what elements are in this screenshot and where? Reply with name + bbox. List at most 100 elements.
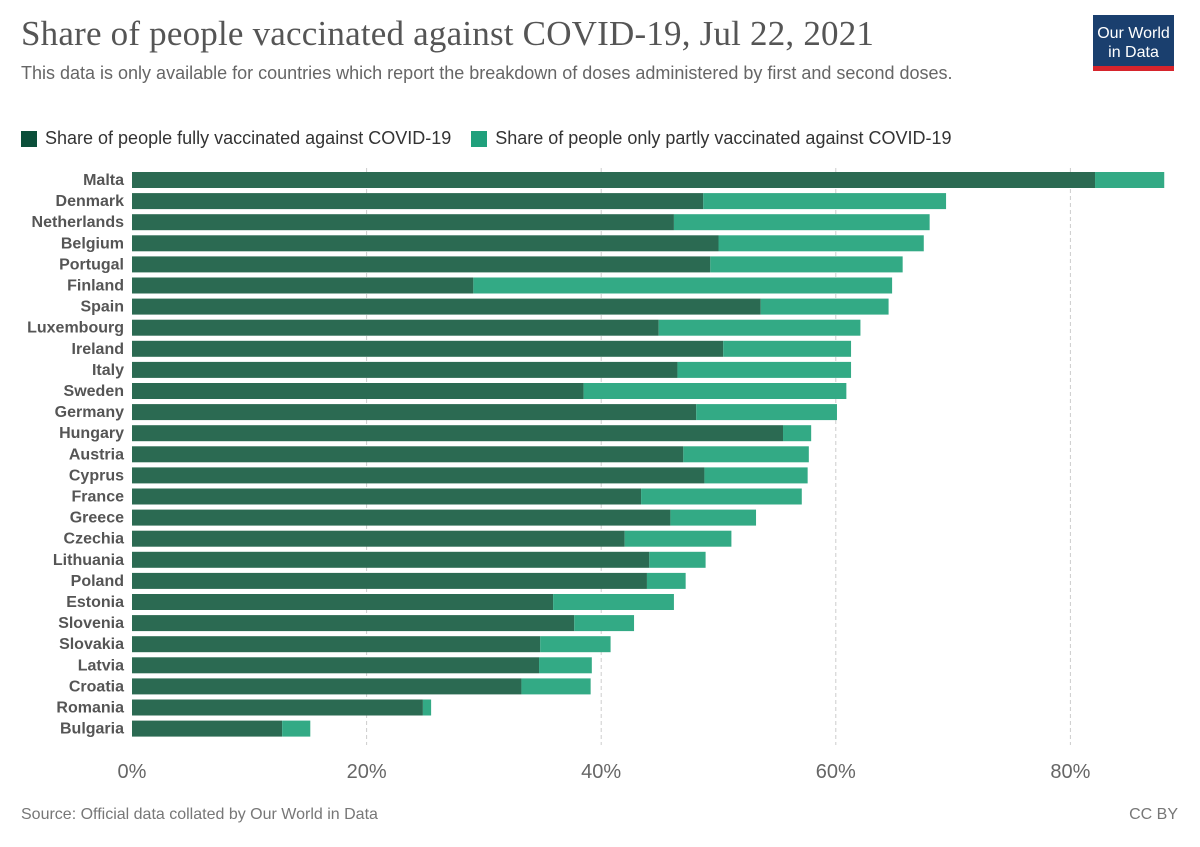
source-note: Source: Official data collated by Our Wo… <box>21 806 378 823</box>
bar-partly-croatia[interactable] <box>521 678 591 695</box>
bar-fully-romania[interactable] <box>132 699 423 716</box>
bar-fully-ireland[interactable] <box>132 340 724 357</box>
category-label-croatia: Croatia <box>69 678 124 695</box>
category-labels: Malta Denmark Netherlands Belgium Portugal Fi… <box>27 172 124 738</box>
bar-fully-czechia[interactable] <box>132 530 625 547</box>
chart-legend: Share of people fully vaccinated against… <box>21 128 972 149</box>
category-label-denmark: Denmark <box>56 193 125 210</box>
bar-fully-slovakia[interactable] <box>132 636 541 653</box>
bar-fully-lithuania[interactable] <box>132 551 650 568</box>
bar-fully-slovenia[interactable] <box>132 615 575 632</box>
legend-item-fully[interactable]: Share of people fully vaccinated against… <box>21 128 451 149</box>
x-tick-20: 20% <box>347 761 387 783</box>
bar-fully-austria[interactable] <box>132 446 684 463</box>
category-label-sweden: Sweden <box>64 383 124 400</box>
category-label-netherlands: Netherlands <box>32 214 125 231</box>
bars <box>132 172 1165 737</box>
legend-item-partly[interactable]: Share of people only partly vaccinated a… <box>471 128 952 149</box>
legend-label-partly: Share of people only partly vaccinated a… <box>495 128 952 148</box>
category-label-italy: Italy <box>92 362 124 379</box>
bar-partly-slovenia[interactable] <box>574 615 635 632</box>
bar-fully-spain[interactable] <box>132 298 761 315</box>
bar-fully-hungary[interactable] <box>132 425 784 442</box>
bar-partly-luxembourg[interactable] <box>658 319 861 336</box>
bar-fully-poland[interactable] <box>132 572 647 589</box>
bar-partly-romania[interactable] <box>422 699 432 716</box>
category-label-latvia: Latvia <box>78 657 124 674</box>
bar-partly-estonia[interactable] <box>553 594 674 610</box>
bar-partly-denmark[interactable] <box>703 193 947 210</box>
bar-fully-luxembourg[interactable] <box>132 319 659 336</box>
bar-partly-slovakia[interactable] <box>540 636 611 653</box>
bar-partly-spain[interactable] <box>760 298 889 315</box>
category-label-luxembourg: Luxembourg <box>27 320 124 337</box>
bar-partly-lithuania[interactable] <box>649 551 706 568</box>
x-tick-0: 0% <box>118 761 147 783</box>
bar-fully-cyprus[interactable] <box>132 467 705 484</box>
bar-fully-netherlands[interactable] <box>132 214 674 231</box>
bar-fully-portugal[interactable] <box>132 256 711 273</box>
bar-partly-italy[interactable] <box>677 361 852 378</box>
bar-partly-ireland[interactable] <box>723 340 852 357</box>
category-label-czechia: Czechia <box>64 531 125 548</box>
bar-partly-germany[interactable] <box>696 404 837 421</box>
category-label-belgium: Belgium <box>61 235 124 252</box>
legend-swatch-fully <box>21 130 37 147</box>
category-label-france: France <box>72 489 125 506</box>
bar-fully-croatia[interactable] <box>132 678 522 695</box>
bar-partly-poland[interactable] <box>646 572 686 589</box>
bar-partly-sweden[interactable] <box>583 383 847 399</box>
bar-fully-denmark[interactable] <box>132 193 704 210</box>
category-label-poland: Poland <box>71 573 124 590</box>
x-axis-ticks: 0% 20% 40% 60% 80% <box>118 761 1091 783</box>
category-label-bulgaria: Bulgaria <box>60 721 124 738</box>
category-label-germany: Germany <box>55 404 124 421</box>
chart-subtitle: This data is only available for countrie… <box>21 63 953 83</box>
bar-partly-austria[interactable] <box>683 446 809 463</box>
legend-label-fully: Share of people fully vaccinated against… <box>45 128 452 148</box>
logo-line1: Our World <box>1097 25 1170 42</box>
bar-fully-malta[interactable] <box>132 172 1096 188</box>
bar-partly-france[interactable] <box>641 488 802 505</box>
bar-partly-portugal[interactable] <box>710 256 903 273</box>
category-label-spain: Spain <box>80 299 124 316</box>
license-link[interactable]: CC BY <box>1129 806 1178 823</box>
bar-partly-netherlands[interactable] <box>673 214 930 231</box>
category-label-romania: Romania <box>56 700 124 717</box>
category-label-slovenia: Slovenia <box>58 615 124 632</box>
category-label-cyprus: Cyprus <box>69 467 124 484</box>
category-label-finland: Finland <box>67 278 124 295</box>
bar-partly-latvia[interactable] <box>539 657 592 674</box>
chart-title: Share of people vaccinated against COVID… <box>21 14 875 53</box>
bar-partly-czechia[interactable] <box>624 530 732 547</box>
bar-partly-finland[interactable] <box>473 277 893 294</box>
bar-fully-bulgaria[interactable] <box>132 720 283 737</box>
bar-fully-greece[interactable] <box>132 509 671 526</box>
bar-partly-belgium[interactable] <box>718 235 924 252</box>
category-label-austria: Austria <box>69 446 124 463</box>
bar-partly-bulgaria[interactable] <box>282 720 311 737</box>
bar-fully-latvia[interactable] <box>132 657 540 674</box>
bar-fully-germany[interactable] <box>132 404 697 421</box>
category-label-malta: Malta <box>83 172 124 189</box>
x-tick-80: 80% <box>1050 761 1090 783</box>
category-label-lithuania: Lithuania <box>53 552 124 569</box>
x-tick-60: 60% <box>816 761 856 783</box>
bar-fully-sweden[interactable] <box>132 383 584 399</box>
bar-partly-greece[interactable] <box>670 509 757 526</box>
bar-fully-belgium[interactable] <box>132 235 719 252</box>
category-label-greece: Greece <box>70 510 124 527</box>
bar-fully-france[interactable] <box>132 488 642 505</box>
category-label-hungary: Hungary <box>59 425 124 442</box>
logo-line2: in Data <box>1108 44 1159 61</box>
owid-logo[interactable]: Our World in Data <box>1093 15 1174 71</box>
bar-partly-hungary[interactable] <box>783 425 812 442</box>
category-label-ireland: Ireland <box>72 341 124 358</box>
bar-fully-estonia[interactable] <box>132 594 554 610</box>
x-tick-40: 40% <box>581 761 621 783</box>
bar-fully-finland[interactable] <box>132 277 474 294</box>
bar-partly-malta[interactable] <box>1095 172 1165 188</box>
bar-chart: Malta Denmark Netherlands Belgium Portugal Fi… <box>27 168 1165 783</box>
bar-fully-italy[interactable] <box>132 361 678 378</box>
bar-partly-cyprus[interactable] <box>704 467 808 484</box>
